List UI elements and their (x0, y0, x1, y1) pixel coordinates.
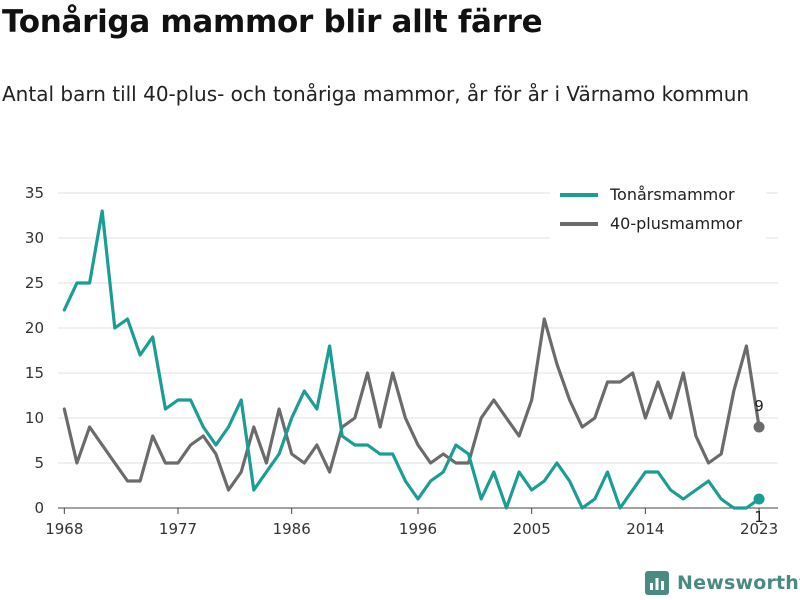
series-line-tonarsmammor (62, 209, 761, 510)
x-tick-label: 1977 (159, 520, 197, 538)
newsworthy-logo: Newsworthy (645, 568, 800, 598)
x-tick-label: 1996 (399, 520, 437, 538)
y-tick-label: 0 (34, 499, 44, 517)
x-tick-label: 2023 (740, 520, 778, 538)
end-value-label: 9 (754, 397, 764, 415)
y-tick-label: 35 (25, 184, 44, 202)
chart-subtitle: Antal barn till 40-plus- och tonåriga ma… (2, 82, 750, 106)
legend-background (550, 178, 766, 240)
series-line-40-plusmammor (62, 317, 761, 492)
end-value-label: 1 (754, 508, 764, 526)
y-tick-label: 25 (25, 274, 44, 292)
bar-chart-icon (645, 571, 669, 595)
x-tick-label: 1986 (273, 520, 311, 538)
x-tick-label: 2005 (513, 520, 551, 538)
x-tick-label: 2014 (626, 520, 664, 538)
y-tick-label: 30 (25, 229, 44, 247)
page-title: Tonåriga mammor blir allt färre (2, 4, 543, 40)
y-tick-label: 15 (25, 364, 44, 382)
legend-label: Tonårsmammor (609, 185, 735, 204)
y-tick-label: 10 (25, 409, 44, 427)
y-tick-label: 5 (34, 454, 44, 472)
x-tick-label: 1968 (45, 520, 83, 538)
legend-label: 40-plusmammor (610, 214, 743, 233)
end-point-marker (753, 421, 765, 433)
end-point-marker (753, 493, 765, 505)
y-tick-label: 20 (25, 319, 44, 337)
brand-name: Newsworthy (677, 572, 800, 594)
